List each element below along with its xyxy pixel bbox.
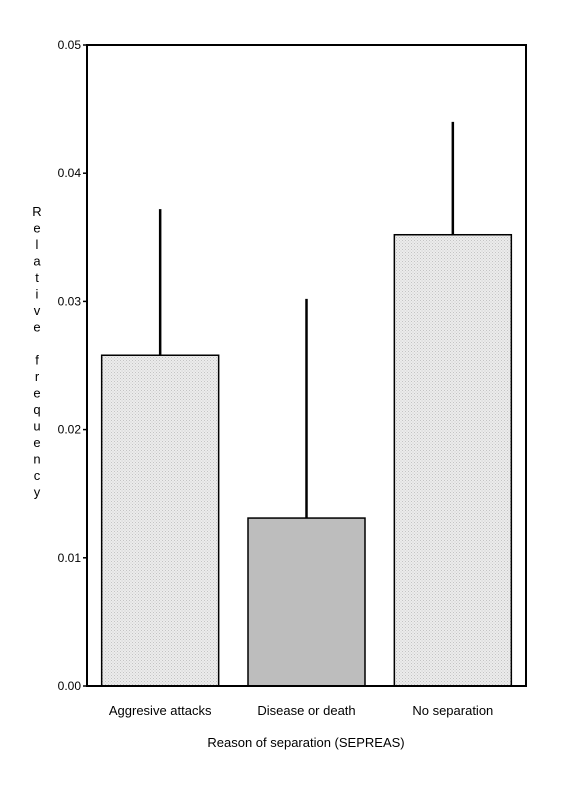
y-tick-label: 0.00 xyxy=(58,679,82,693)
y-axis-ticks: 0.00 0.01 0.02 0.03 0.04 0.05 xyxy=(58,38,87,693)
y-tick-label: 0.02 xyxy=(58,423,82,437)
x-axis-title: Reason of separation (SEPREAS) xyxy=(207,735,404,750)
bar xyxy=(393,233,513,687)
x-tick-label: No separation xyxy=(412,703,493,718)
bar xyxy=(247,517,366,687)
x-tick-label: Aggresive attacks xyxy=(109,703,212,718)
y-tick-label: 0.04 xyxy=(58,166,82,180)
y-tick-label: 0.01 xyxy=(58,551,82,565)
x-axis-category-labels: Aggresive attacks Disease or death No sepa… xyxy=(109,703,493,718)
x-tick-label: Disease or death xyxy=(257,703,355,718)
bar xyxy=(100,354,220,687)
plot-area-frame xyxy=(86,44,527,687)
y-tick-label: 0.03 xyxy=(58,294,82,308)
y-tick-label: 0.05 xyxy=(58,38,82,52)
error-bars xyxy=(158,121,455,519)
